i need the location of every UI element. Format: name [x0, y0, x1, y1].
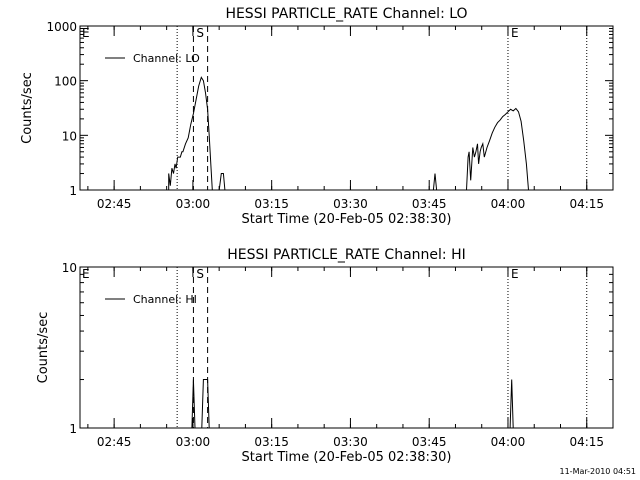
x-tick-label: 03:00 [176, 197, 211, 211]
y-tick-label: 10 [62, 261, 77, 275]
series-line-lo [432, 173, 438, 191]
event-marker-label: E [511, 267, 519, 281]
legend-label: Channel: HI [133, 293, 197, 306]
hi-channel-panel: HESSI PARTICLE_RATE Channel: HI 1 10 02:45 0… [36, 247, 614, 465]
footer-timestamp: 11-Mar-2010 04:51 [559, 467, 637, 476]
x-tick-label: 03:15 [254, 197, 289, 211]
x-tick-label: 02:45 [97, 435, 132, 449]
x-tick-label: 04:15 [569, 197, 604, 211]
y-tick-label: 10 [62, 129, 77, 143]
x-tick-label: 03:00 [176, 435, 211, 449]
x-tick-label: 03:45 [412, 435, 447, 449]
y-tick-label: 1 [69, 422, 77, 436]
event-marker-label: E [82, 267, 90, 281]
series-line-hi [191, 379, 196, 429]
x-tick-label: 04:00 [491, 197, 526, 211]
x-tick-label: 02:45 [97, 197, 132, 211]
event-marker-label: S [196, 267, 204, 281]
x-axis-label: Start Time (20-Feb-05 02:38:30) [242, 212, 452, 227]
chart-title: HESSI PARTICLE_RATE Channel: LO [225, 6, 467, 22]
x-axis-label: Start Time (20-Feb-05 02:38:30) [242, 450, 452, 465]
plot-frame [79, 25, 614, 191]
event-marker-label: S [196, 26, 204, 40]
event-marker-label: E [82, 26, 90, 40]
x-tick-label: 04:00 [491, 435, 526, 449]
plot-frame [79, 266, 614, 429]
y-tick-label: 1 [69, 184, 77, 198]
x-tick-label: 03:30 [333, 197, 368, 211]
y-axis-label: Counts/sec [36, 312, 51, 384]
y-tick-label: 1000 [46, 20, 77, 34]
x-tick-label: 03:45 [412, 197, 447, 211]
x-tick-label: 03:30 [333, 435, 368, 449]
legend-label: Channel: LO [133, 52, 200, 65]
y-tick-label: 100 [54, 75, 77, 89]
y-axis-label: Counts/sec [20, 72, 35, 144]
series-line-hi [201, 379, 210, 429]
series-line-lo [168, 76, 213, 191]
lo-channel-panel: HESSI PARTICLE_RATE Channel: LO 1 10 100 100… [20, 6, 614, 227]
chart-title: HESSI PARTICLE_RATE Channel: HI [227, 247, 465, 263]
event-marker-label: E [511, 26, 519, 40]
series-line-hi [509, 379, 514, 429]
series-line-lo [218, 173, 226, 191]
x-tick-label: 04:15 [569, 435, 604, 449]
x-tick-label: 03:15 [254, 435, 289, 449]
series-line-lo [466, 107, 529, 191]
